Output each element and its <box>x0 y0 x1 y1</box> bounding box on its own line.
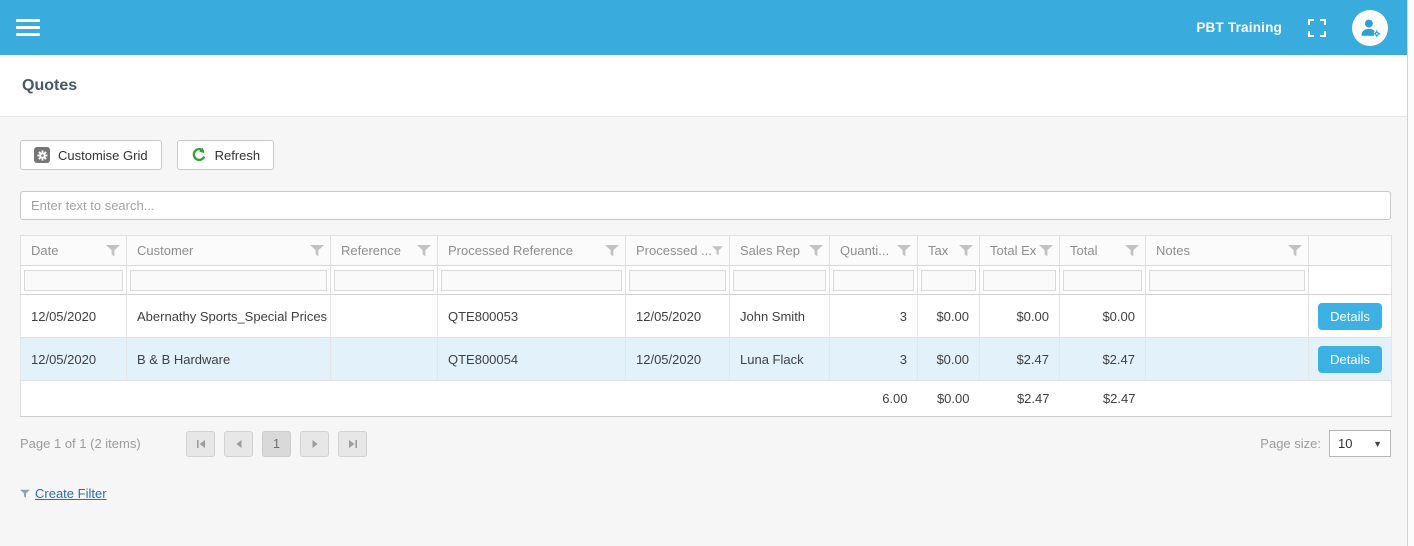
customise-grid-button[interactable]: Customise Grid <box>20 140 162 170</box>
summary-total-ex: $2.47 <box>979 380 1060 417</box>
page-title-bar: Quotes <box>0 55 1414 117</box>
grid-header-row: Date Customer Reference Processed Refere… <box>20 235 1392 266</box>
column-header-actions <box>1308 235 1392 266</box>
customise-grid-label: Customise Grid <box>58 147 148 163</box>
column-header-notes[interactable]: Notes <box>1145 235 1309 266</box>
quotes-grid: Date Customer Reference Processed Refere… <box>20 235 1392 417</box>
filter-input-total-ex[interactable] <box>983 269 1056 291</box>
filter-funnel-icon <box>417 244 431 256</box>
page-size-select[interactable]: 10 ▼ <box>1329 430 1391 457</box>
refresh-label: Refresh <box>214 147 261 163</box>
pager: Page 1 of 1 (2 items) 1 Page size: 10 ▼ <box>20 430 1391 457</box>
cell-notes <box>1145 337 1309 381</box>
main-content: Customise Grid Refresh Date <box>0 117 1414 501</box>
column-header-processed-reference[interactable]: Processed Reference <box>437 235 626 266</box>
app-title: PBT Training <box>1196 20 1282 35</box>
cell-tax: $0.00 <box>917 337 980 381</box>
table-row[interactable]: 12/05/2020 Abernathy Sports_Special Pric… <box>20 294 1392 338</box>
details-button[interactable]: Details <box>1318 302 1382 330</box>
cell-processed-reference: QTE800054 <box>437 337 626 381</box>
column-header-quantity[interactable]: Quanti... <box>829 235 918 266</box>
column-header-total-ex[interactable]: Total Ex <box>979 235 1060 266</box>
summary-tax: $0.00 <box>917 380 980 417</box>
cell-date: 12/05/2020 <box>20 294 127 338</box>
filter-funnel-icon <box>605 244 619 256</box>
page-number-button[interactable]: 1 <box>262 430 291 457</box>
gear-icon <box>34 147 50 163</box>
cell-sales-rep: Luna Flack <box>729 337 830 381</box>
menu-icon[interactable] <box>16 15 42 40</box>
column-header-date[interactable]: Date <box>20 235 127 266</box>
details-button[interactable]: Details <box>1318 345 1382 373</box>
filter-funnel-icon <box>1039 244 1053 256</box>
column-header-sales-rep[interactable]: Sales Rep <box>729 235 830 266</box>
grid-toolbar: Customise Grid Refresh <box>20 140 1391 170</box>
pager-status: Page 1 of 1 (2 items) <box>20 436 141 451</box>
filter-funnel-icon <box>1125 244 1139 256</box>
filter-input-quantity[interactable] <box>833 269 914 291</box>
filter-input-tax[interactable] <box>921 269 976 291</box>
grid-filter-row <box>20 265 1392 295</box>
cell-processed-date: 12/05/2020 <box>625 337 730 381</box>
cell-notes <box>1145 294 1309 338</box>
page-size-value: 10 <box>1338 436 1353 451</box>
chevron-down-icon: ▼ <box>1373 438 1382 449</box>
column-header-total[interactable]: Total <box>1059 235 1146 266</box>
filter-funnel-icon <box>20 489 30 498</box>
fullscreen-icon[interactable] <box>1308 18 1326 37</box>
scrollbar[interactable] <box>1407 0 1414 546</box>
cell-total: $0.00 <box>1059 294 1146 338</box>
search-input[interactable] <box>20 191 1391 220</box>
filter-input-customer[interactable] <box>130 269 327 291</box>
filter-input-processed-reference[interactable] <box>441 269 622 291</box>
column-header-reference[interactable]: Reference <box>330 235 438 266</box>
cell-customer: Abernathy Sports_Special Prices <box>126 294 331 338</box>
filter-input-reference[interactable] <box>334 269 434 291</box>
filter-funnel-icon <box>809 244 823 256</box>
refresh-button[interactable]: Refresh <box>176 140 275 170</box>
page-size-label: Page size: <box>1260 436 1321 451</box>
cell-reference <box>330 294 438 338</box>
filter-input-total[interactable] <box>1063 269 1142 291</box>
cell-quantity: 3 <box>829 294 918 338</box>
cell-sales-rep: John Smith <box>729 294 830 338</box>
filter-input-notes[interactable] <box>1149 269 1305 291</box>
app-header: PBT Training <box>0 0 1414 55</box>
summary-total: $2.47 <box>1059 380 1146 417</box>
filter-funnel-icon <box>1288 244 1302 256</box>
user-avatar-icon[interactable] <box>1352 9 1388 46</box>
column-header-customer[interactable]: Customer <box>126 235 331 266</box>
filter-funnel-icon <box>106 244 120 256</box>
cell-processed-date: 12/05/2020 <box>625 294 730 338</box>
summary-quantity: 6.00 <box>829 380 918 417</box>
cell-customer: B & B Hardware <box>126 337 331 381</box>
first-page-button[interactable] <box>186 430 215 457</box>
cell-total-ex: $0.00 <box>979 294 1060 338</box>
create-filter-link[interactable]: Create Filter <box>35 486 107 501</box>
table-row[interactable]: 12/05/2020 B & B Hardware QTE800054 12/0… <box>20 337 1392 381</box>
refresh-icon <box>191 147 207 163</box>
filter-funnel-icon <box>897 244 911 256</box>
cell-quantity: 3 <box>829 337 918 381</box>
filter-input-processed-date[interactable] <box>629 269 726 291</box>
cell-total-ex: $2.47 <box>979 337 1060 381</box>
filter-funnel-icon <box>959 244 973 256</box>
cell-tax: $0.00 <box>917 294 980 338</box>
last-page-button[interactable] <box>338 430 367 457</box>
prev-page-button[interactable] <box>224 430 253 457</box>
filter-input-sales-rep[interactable] <box>733 269 826 291</box>
filter-funnel-icon <box>711 245 723 255</box>
cell-date: 12/05/2020 <box>20 337 127 381</box>
grid-summary-row: 6.00 $0.00 $2.47 $2.47 <box>20 380 1392 417</box>
filter-funnel-icon <box>310 244 324 256</box>
cell-reference <box>330 337 438 381</box>
cell-total: $2.47 <box>1059 337 1146 381</box>
column-header-processed-date[interactable]: Processed ... <box>625 235 730 266</box>
next-page-button[interactable] <box>300 430 329 457</box>
filter-input-date[interactable] <box>24 269 123 291</box>
column-header-tax[interactable]: Tax <box>917 235 980 266</box>
page-title: Quotes <box>22 76 78 94</box>
cell-processed-reference: QTE800053 <box>437 294 626 338</box>
